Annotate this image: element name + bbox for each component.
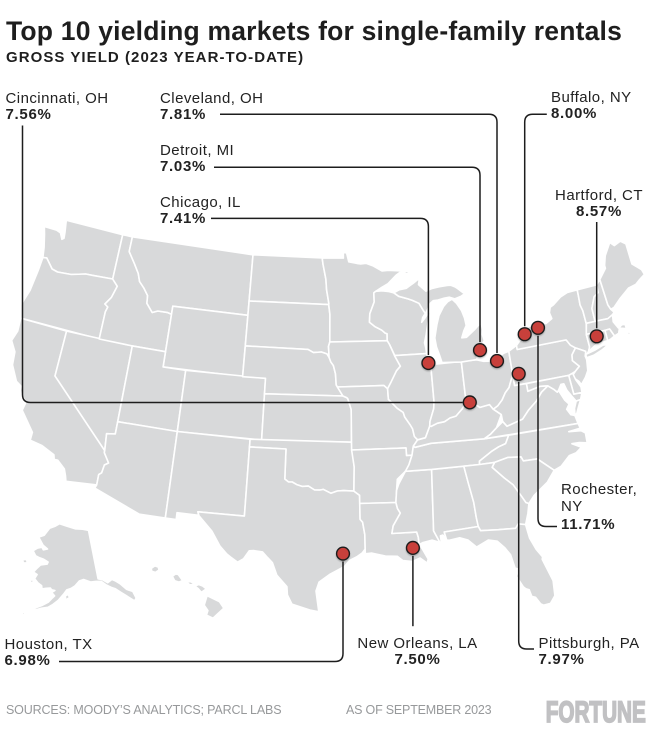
svg-text:FORTUNE: FORTUNE [546, 696, 646, 726]
